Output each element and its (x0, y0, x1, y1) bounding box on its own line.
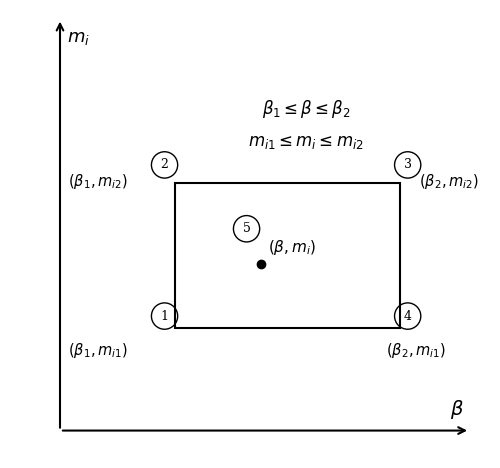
Text: $m_{i1} \leq m_i \leq m_{i2}$: $m_{i1} \leq m_i \leq m_{i2}$ (248, 134, 364, 151)
Text: 1: 1 (160, 309, 168, 322)
Text: 2: 2 (160, 159, 168, 171)
Text: $\beta_1 \leq \beta \leq \beta_2$: $\beta_1 \leq \beta \leq \beta_2$ (262, 98, 350, 120)
Text: 5: 5 (242, 222, 250, 235)
Text: $(\beta_2, m_{i2})$: $(\beta_2, m_{i2})$ (419, 172, 478, 191)
Text: $(\beta_2, m_{i1})$: $(\beta_2, m_{i1})$ (386, 341, 446, 360)
Text: 4: 4 (404, 309, 411, 322)
Text: $\beta$: $\beta$ (450, 398, 464, 422)
Text: $(\beta_1, m_{i2})$: $(\beta_1, m_{i2})$ (68, 172, 128, 191)
Text: $m_i$: $m_i$ (68, 29, 90, 47)
Text: $(\beta, m_i)$: $(\beta, m_i)$ (268, 238, 316, 257)
Bar (175, 183, 400, 328)
Text: 3: 3 (404, 159, 411, 171)
Text: $(\beta_1, m_{i1})$: $(\beta_1, m_{i1})$ (68, 341, 128, 360)
